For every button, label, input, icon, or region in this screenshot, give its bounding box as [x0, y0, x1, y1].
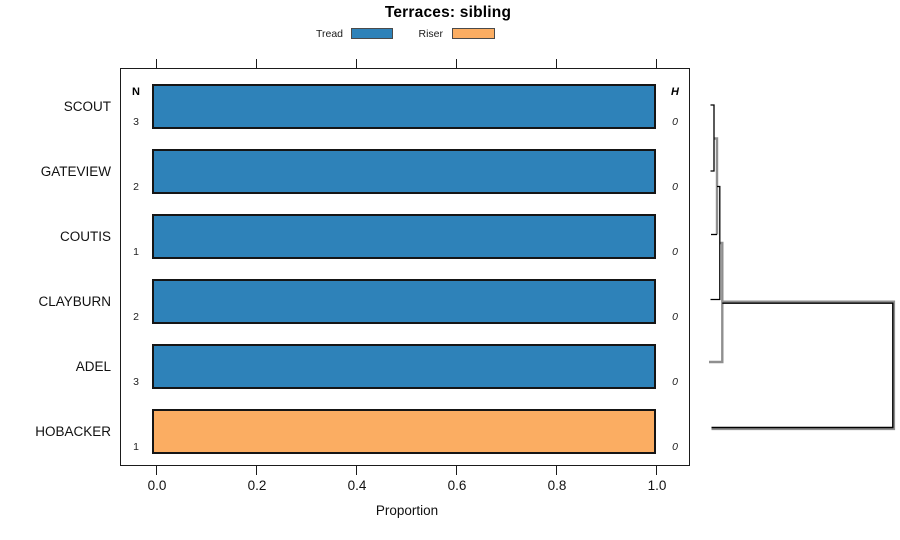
top-axis-tick — [656, 59, 658, 68]
x-axis-title: Proportion — [375, 503, 439, 518]
x-axis-tick — [256, 466, 258, 475]
n-value: 1 — [133, 441, 139, 453]
bar-hobacker — [152, 409, 656, 454]
x-tick-label: 1.0 — [647, 478, 667, 493]
chart-title: Terraces: sibling — [384, 4, 512, 21]
dendro-root — [711, 302, 894, 429]
h-value: 0 — [672, 441, 678, 453]
row-label-coutis: COUTIS — [59, 229, 111, 244]
x-axis-tick — [356, 466, 358, 475]
x-axis-tick — [156, 466, 158, 475]
x-tick-label: 0.0 — [147, 478, 167, 493]
legend-label-tread: Tread — [315, 28, 343, 40]
row-label-gateview: GATEVIEW — [40, 164, 111, 179]
legend-swatch-tread — [351, 28, 393, 39]
x-tick-label: 0.6 — [447, 478, 467, 493]
row-label-hobacker: HOBACKER — [35, 424, 111, 439]
legend-swatch-riser — [452, 28, 495, 39]
n-value: 2 — [133, 311, 139, 323]
dendro-join-2 — [714, 137, 719, 235]
row-label-adel: ADEL — [75, 359, 111, 374]
top-axis-tick — [556, 59, 558, 68]
h-value: 0 — [672, 116, 678, 128]
n-value: 3 — [133, 376, 139, 388]
top-axis-tick — [456, 59, 458, 68]
x-tick-label: 0.8 — [547, 478, 567, 493]
h-value: 0 — [672, 311, 678, 323]
plot-box — [120, 68, 690, 466]
top-axis-tick — [156, 59, 158, 68]
x-tick-label: 0.2 — [247, 478, 267, 493]
dendro-join-1 — [710, 104, 715, 172]
top-axis-tick — [356, 59, 358, 68]
n-value: 3 — [133, 116, 139, 128]
bar-scout — [152, 84, 656, 129]
top-axis-tick — [256, 59, 258, 68]
n-value: 2 — [133, 181, 139, 193]
x-tick-label: 0.4 — [347, 478, 367, 493]
n-column-header: N — [132, 86, 140, 98]
bar-clayburn — [152, 279, 656, 324]
bar-adel — [152, 344, 656, 389]
h-value: 0 — [672, 246, 678, 258]
row-label-clayburn: CLAYBURN — [38, 294, 111, 309]
x-axis-tick — [556, 466, 558, 475]
bar-gateview — [152, 149, 656, 194]
legend-label-riser: Riser — [418, 28, 443, 40]
row-label-scout: SCOUT — [63, 99, 111, 114]
n-value: 1 — [133, 246, 139, 258]
dendro-join-3 — [710, 185, 721, 301]
h-value: 0 — [672, 181, 678, 193]
x-axis-tick — [656, 466, 658, 475]
x-axis-tick — [456, 466, 458, 475]
dendro-join-4 — [709, 241, 724, 364]
bar-coutis — [152, 214, 656, 259]
h-column-header: H — [671, 86, 679, 98]
dendro-root-shadow — [711, 300, 896, 431]
h-value: 0 — [672, 376, 678, 388]
